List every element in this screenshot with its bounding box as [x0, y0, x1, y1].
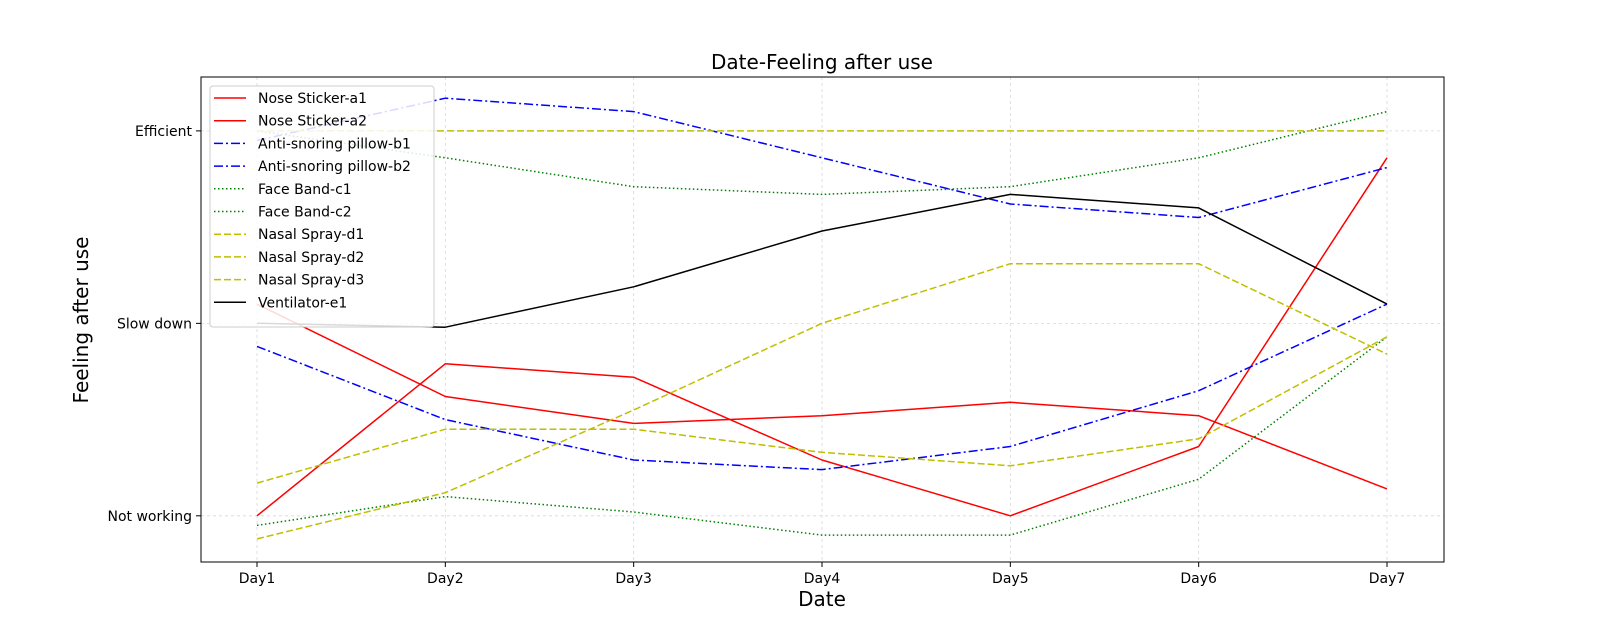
x-tick-label: Day1	[239, 571, 276, 587]
legend-label: Anti-snoring pillow-b2	[258, 159, 411, 175]
y-tick-label: Efficient	[135, 124, 192, 140]
series-lines	[256, 97, 1388, 540]
series-line-7	[256, 336, 1388, 484]
series-line-10	[256, 193, 1388, 328]
series-line-9	[256, 262, 1388, 540]
chart-title: Date-Feeling after use	[711, 50, 933, 74]
legend-box	[209, 85, 435, 328]
series-line-2	[256, 157, 1388, 517]
x-tick-label: Day4	[804, 571, 841, 587]
y-tick-label: Slow down	[117, 316, 192, 332]
legend-label: Face Band-c2	[258, 205, 352, 221]
legend-label: Nose Sticker-a1	[258, 91, 367, 107]
y-axis-label: Feeling after use	[69, 237, 93, 404]
x-tick-label: Day5	[992, 571, 1029, 587]
series-line-4	[256, 303, 1388, 471]
series-line-6	[256, 110, 1388, 196]
legend-label: Nose Sticker-a2	[258, 114, 367, 130]
legend-label: Anti-snoring pillow-b1	[258, 136, 411, 152]
x-tick-label: Day6	[1180, 571, 1217, 587]
legend-label: Nasal Spray-d2	[258, 250, 364, 266]
legend: Nose Sticker-a1 Nose Sticker-a2 Anti-snori…	[209, 85, 435, 328]
x-tick-label: Day2	[427, 571, 464, 587]
legend-label: Ventilator-e1	[258, 295, 347, 311]
y-axis-ticks: Not working Slow down Efficient	[107, 124, 201, 525]
x-axis-ticks: Day1 Day2 Day3 Day4 Day5 Day6 Day7	[239, 562, 1406, 587]
x-tick-label: Day7	[1369, 571, 1406, 587]
series-line-3	[256, 97, 1388, 219]
x-tick-label: Day3	[615, 571, 652, 587]
legend-label: Face Band-c1	[258, 182, 352, 198]
legend-label: Nasal Spray-d3	[258, 273, 364, 289]
series-line-1	[256, 303, 1388, 490]
x-axis-label: Date	[798, 587, 846, 611]
series-line-5	[256, 336, 1388, 536]
y-tick-label: Not working	[107, 509, 192, 525]
legend-label: Nasal Spray-d1	[258, 227, 364, 243]
